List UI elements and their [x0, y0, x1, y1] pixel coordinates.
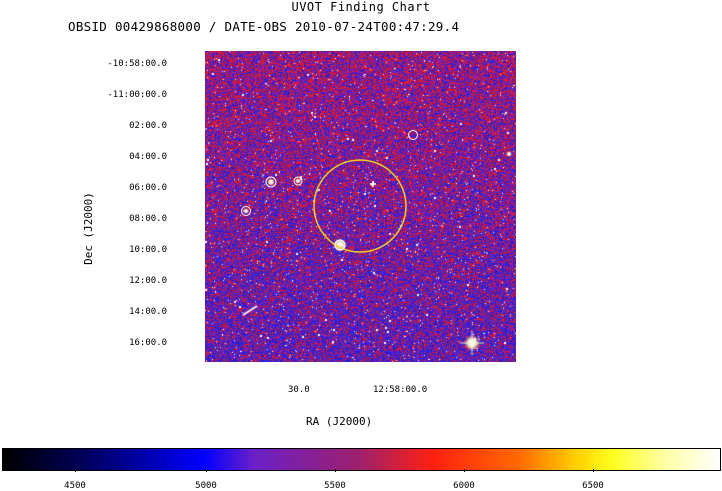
source-circle-5: [334, 239, 346, 251]
colorbar-tick-3: 6000: [453, 481, 475, 491]
dec-tick-7: 12:00.0: [129, 276, 167, 286]
sky-image: [205, 51, 516, 362]
source-circle-1: [408, 130, 418, 140]
colorbar-tick-4: 6500: [582, 481, 604, 491]
colorbar-gradient: [3, 449, 720, 470]
source-circle-4: [241, 206, 251, 216]
dec-tick-5: 08:00.0: [129, 214, 167, 224]
dec-tick-8: 14:00.0: [129, 307, 167, 317]
chart-title: UVOT Finding Chart: [291, 0, 431, 14]
x-axis-label: RA (J2000): [306, 415, 373, 428]
colorbar-tick-2: 5500: [324, 481, 346, 491]
chart-subtitle: OBSID 00429868000 / DATE-OBS 2010-07-24T…: [68, 19, 460, 34]
colorbar-mark-2: [335, 469, 336, 472]
target-error-circle: [313, 159, 407, 253]
dec-tick-1: -11:00:00.0: [107, 90, 167, 100]
colorbar-mark-4: [593, 469, 594, 472]
colorbar-tick-1: 5000: [195, 481, 217, 491]
dec-tick-9: 16:00.0: [129, 338, 167, 348]
source-circle-3: [265, 176, 277, 188]
dec-tick-6: 10:00.0: [129, 245, 167, 255]
dec-tick-4: 06:00.0: [129, 183, 167, 193]
ra-tick-1: 12:58:00.0: [373, 385, 428, 395]
dec-tick-3: 04:00.0: [129, 152, 167, 162]
colorbar: [2, 448, 721, 471]
source-overlay: [241, 130, 418, 253]
sky-image-canvas: [205, 51, 516, 362]
dec-tick-2: 02:00.0: [129, 121, 167, 131]
source-circle-2: [293, 176, 303, 186]
dec-tick-0: -10:58:00.0: [107, 59, 167, 69]
ra-tick-0: 30.0: [288, 385, 310, 395]
colorbar-mark-0: [75, 469, 76, 472]
colorbar-mark-3: [464, 469, 465, 472]
colorbar-mark-1: [206, 469, 207, 472]
colorbar-tick-0: 4500: [64, 481, 86, 491]
